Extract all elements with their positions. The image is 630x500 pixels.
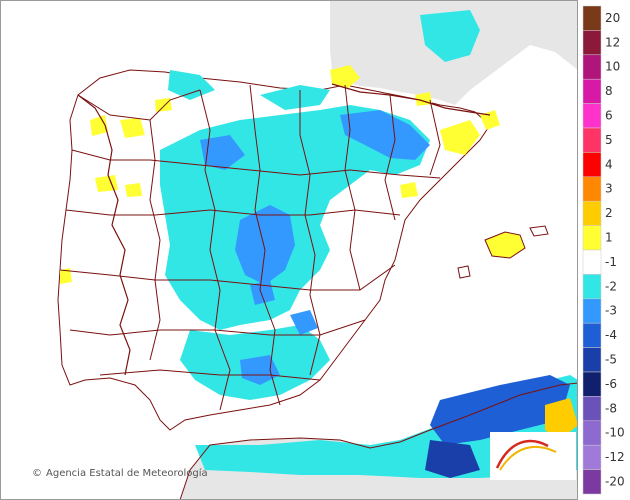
legend-swatch bbox=[582, 298, 602, 324]
legend-label: 10 bbox=[605, 60, 620, 74]
legend-swatch bbox=[582, 274, 602, 300]
legend-label: -1 bbox=[605, 255, 617, 269]
legend-swatch bbox=[582, 371, 602, 397]
legend-swatch bbox=[582, 396, 602, 422]
legend-label: 12 bbox=[605, 35, 620, 49]
legend-label: 5 bbox=[605, 133, 613, 147]
legend-swatch bbox=[582, 322, 602, 348]
legend-label: 4 bbox=[605, 157, 613, 171]
legend-label: -2 bbox=[605, 279, 617, 293]
legend-label: 2 bbox=[605, 206, 613, 220]
ibiza-island bbox=[457, 265, 471, 279]
france-border bbox=[331, 83, 491, 116]
legend-label: 6 bbox=[605, 108, 613, 122]
legend-swatch bbox=[582, 54, 602, 80]
legend-swatch bbox=[582, 249, 602, 275]
credit-symbol: © bbox=[32, 468, 42, 479]
legend-label: 1 bbox=[605, 230, 613, 244]
legend-label: -3 bbox=[605, 304, 617, 318]
strong-cold-patches bbox=[200, 110, 570, 478]
legend-label: -5 bbox=[605, 352, 617, 366]
legend-swatch bbox=[582, 5, 602, 31]
portugal-border bbox=[77, 94, 131, 376]
aemet-logo bbox=[490, 432, 576, 480]
legend-swatch bbox=[582, 347, 602, 373]
legend-label: 3 bbox=[605, 182, 613, 196]
menorca-island bbox=[529, 225, 549, 237]
legend-swatch bbox=[582, 30, 602, 56]
legend-swatch bbox=[582, 152, 602, 178]
legend-label: -6 bbox=[605, 377, 617, 391]
legend-swatch bbox=[582, 444, 602, 470]
africa-border bbox=[179, 382, 579, 500]
province-borders bbox=[59, 84, 441, 411]
mallorca-island bbox=[484, 231, 526, 259]
legend-label: -4 bbox=[605, 328, 617, 342]
legend-swatch bbox=[582, 127, 602, 153]
legend-label: -8 bbox=[605, 401, 617, 415]
legend-label: 8 bbox=[605, 84, 613, 98]
legend-swatch bbox=[582, 225, 602, 251]
legend-swatch bbox=[582, 420, 602, 446]
legend-label: -12 bbox=[605, 450, 625, 464]
credit-text: Agencia Estatal de Meteorología bbox=[46, 467, 208, 479]
legend-swatch bbox=[582, 200, 602, 226]
legend-swatch bbox=[582, 78, 602, 104]
legend-swatch bbox=[582, 469, 602, 495]
legend-label: -20 bbox=[605, 474, 625, 488]
legend: 20 12 10 8 6 5 4 3 2 1 -1 -2 -3 -4 -5 -6 -8 -10 -12 -20 bbox=[582, 5, 625, 495]
legend-label: 20 bbox=[605, 11, 620, 25]
legend-label: -10 bbox=[605, 426, 625, 440]
legend-swatch bbox=[582, 103, 602, 129]
warm-anomaly-patches bbox=[60, 65, 578, 440]
legend-swatch bbox=[582, 176, 602, 202]
cold-anomaly-patches bbox=[160, 10, 578, 478]
